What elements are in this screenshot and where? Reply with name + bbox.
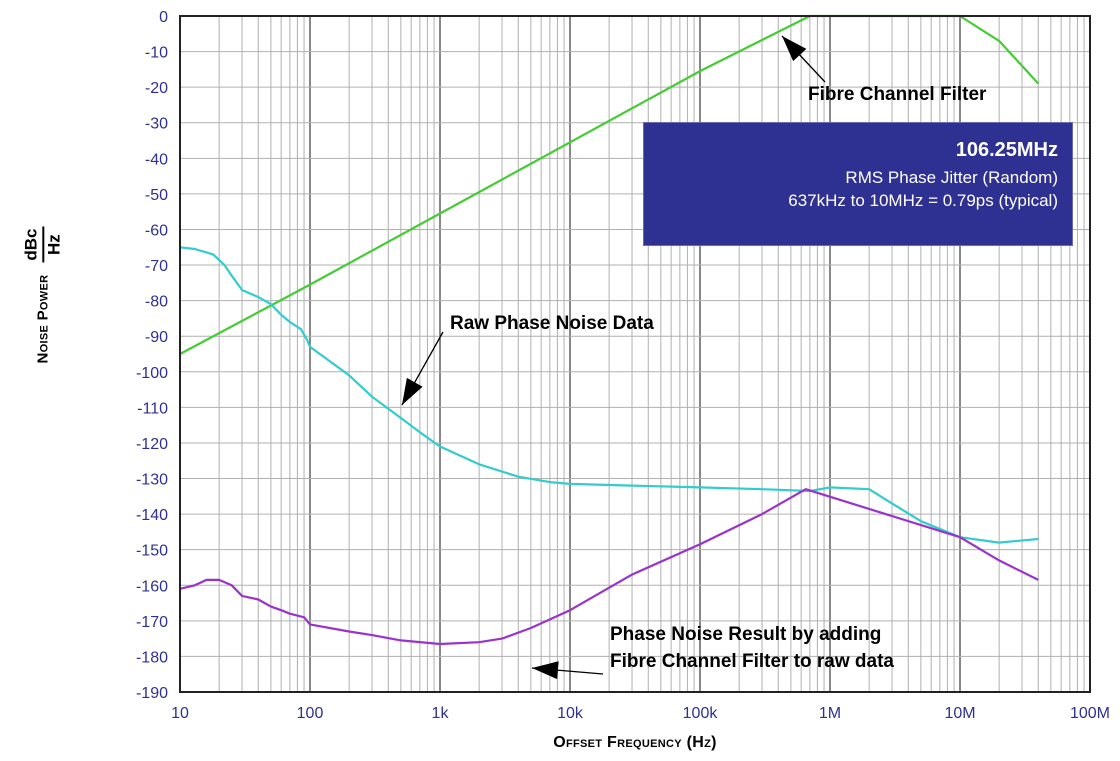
- info-box-title: 106.25MHz: [955, 139, 1058, 161]
- y-tick-label: 0: [159, 9, 168, 26]
- y-tick-label: -70: [145, 258, 168, 275]
- y-tick-label: -120: [136, 436, 168, 453]
- arrow-phase-noise-result-head: [532, 661, 559, 680]
- annotation-result-line-2: Fibre Channel Filter to raw data: [610, 651, 894, 672]
- series-line-filter: [179, 14, 1040, 355]
- x-tick-label: 1M: [819, 705, 841, 722]
- y-tick-label: -50: [145, 187, 168, 204]
- jitter-info-box: 106.25MHz RMS Phase Jitter (Random) 637k…: [643, 122, 1073, 246]
- annotation-raw-phase-noise: Raw Phase Noise Data: [450, 313, 654, 334]
- x-tick-label: 10: [171, 705, 189, 722]
- y-axis-unit-numerator: dBc: [21, 226, 44, 263]
- x-axis-label: Offset Frequency (Hz): [553, 734, 717, 751]
- annotation-fibre-channel-filter: Fibre Channel Filter: [808, 84, 987, 105]
- y-tick-label: -150: [136, 543, 168, 560]
- y-axis-label: Noise Power dBc Hz: [8, 150, 78, 440]
- y-tick-label: -100: [136, 365, 168, 382]
- y-tick-label: -30: [145, 116, 168, 133]
- y-tick-label: -140: [136, 507, 168, 524]
- y-tick-label: -10: [145, 45, 168, 62]
- y-tick-label: -80: [145, 294, 168, 311]
- y-tick-label: -20: [145, 80, 168, 97]
- arrow-fibre-channel-filter-head: [782, 36, 807, 62]
- x-tick-label: 100k: [683, 705, 719, 722]
- x-tick-label: 100: [297, 705, 324, 722]
- x-tick-label: 10M: [944, 705, 975, 722]
- annotation-result-line-1: Phase Noise Result by adding: [610, 624, 882, 645]
- y-tick-label: -130: [136, 472, 168, 489]
- x-tick-label: 1k: [432, 705, 450, 722]
- x-tick-label: 10k: [557, 705, 584, 722]
- y-axis-unit-denominator: Hz: [44, 234, 63, 255]
- x-tick-label: 100M: [1070, 705, 1110, 722]
- y-tick-label: -190: [136, 685, 168, 702]
- info-box-line-1: RMS Phase Jitter (Random): [845, 168, 1058, 187]
- y-tick-label: -110: [137, 400, 168, 417]
- y-tick-label: -40: [145, 151, 168, 168]
- series-line-result: [179, 488, 1039, 646]
- y-tick-label: -170: [136, 614, 168, 631]
- y-axis-label-text: Noise Power: [34, 274, 52, 364]
- arrow-raw-phase-noise-head: [402, 377, 423, 405]
- plot-area: [180, 16, 1090, 692]
- y-tick-label: -90: [145, 329, 168, 346]
- y-tick-label: -180: [136, 649, 168, 666]
- info-box-line-2: 637kHz to 10MHz = 0.79ps (typical): [788, 191, 1058, 210]
- series-line-raw: [179, 246, 1039, 544]
- plot-frame: [179, 15, 1091, 693]
- y-axis-unit: dBc Hz: [21, 226, 63, 263]
- y-tick-label: -60: [145, 222, 168, 239]
- y-tick-label: -160: [136, 578, 168, 595]
